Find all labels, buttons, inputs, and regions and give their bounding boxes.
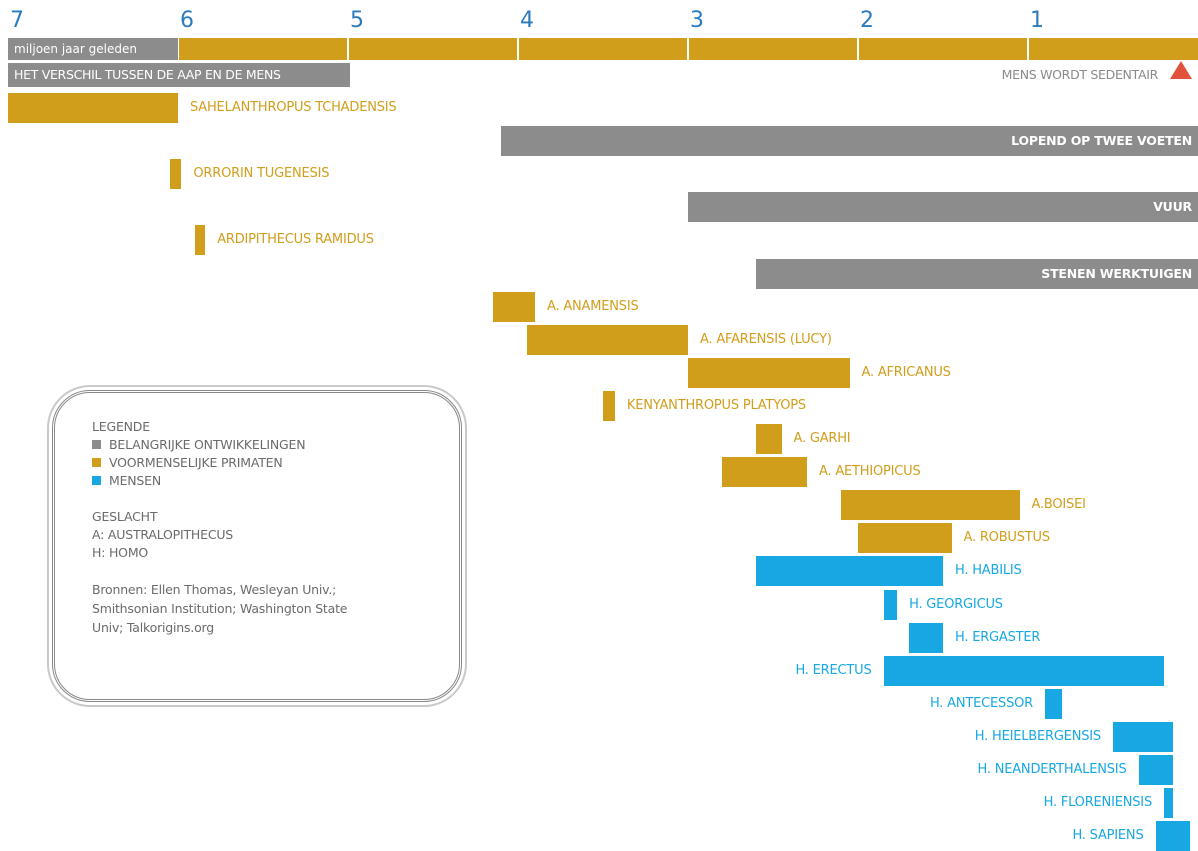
legend-item-label: MENSEN <box>109 473 162 488</box>
timeline-bar <box>501 126 1198 156</box>
timeline-bar <box>8 93 178 123</box>
timeline-bar-label: A.BOISEI <box>1031 497 1086 512</box>
timeline-bar <box>756 556 943 586</box>
timeline-bar <box>756 424 782 454</box>
timeline-bar <box>756 259 1198 289</box>
timeline-bar-label: H. SAPIENS <box>1072 828 1144 843</box>
timeline-bar-label: KENYANTHROPUS PLATYOPS <box>626 398 806 413</box>
genus-h: H: HOMO <box>92 545 149 560</box>
timeline-bar-label: ORRORIN TUGENESIS <box>193 166 330 181</box>
axis-tick-label: 3 <box>690 8 704 33</box>
axis-separator <box>857 38 859 60</box>
timeline-bar <box>603 391 615 421</box>
legend-item-human: MENSEN <box>92 472 347 490</box>
timeline-bar-label: STENEN WERKTUIGEN <box>1041 266 1192 281</box>
axis-separator <box>517 38 519 60</box>
timeline-bar <box>1164 788 1173 818</box>
timeline-bar-label: H. HEIELBERGENSIS <box>974 729 1101 744</box>
timeline-bar <box>909 623 943 653</box>
legend: LEGENDE BELANGRIJKE ONTWIKKELINGEN VOORM… <box>92 418 347 637</box>
sedentary-label: MENS WORDT SEDENTAIR <box>1001 67 1159 82</box>
timeline-bar-label: SAHELANTHROPUS TCHADENSIS <box>190 100 397 115</box>
sources-line-2: Smithsonian Institution; Washington Stat… <box>92 601 348 616</box>
timeline-bar-label: A. AETHIOPICUS <box>819 464 921 479</box>
sources-line-3: Univ; Talkorigins.org <box>92 620 214 635</box>
timeline-bar-label: A. ANAMENSIS <box>547 299 639 314</box>
genus-title: GESLACHT <box>92 509 158 524</box>
sedentary-marker-icon <box>1170 61 1192 79</box>
axis-separator <box>1027 38 1029 60</box>
timeline-bar <box>883 590 898 620</box>
timeline-bar-label: A. GARHI <box>793 431 851 446</box>
legend-swatch-prehuman <box>92 458 101 467</box>
timeline-bar <box>883 656 1164 686</box>
timeline-bar <box>688 358 850 388</box>
timeline-bar-label: H. ANTECESSOR <box>929 696 1033 711</box>
timeline-bar <box>492 292 535 322</box>
axis-separator <box>177 38 179 60</box>
legend-title: LEGENDE <box>92 419 150 434</box>
timeline-bar <box>841 490 1020 520</box>
timeline-bar-label: H. FLORENIENSIS <box>1043 795 1153 810</box>
timeline-bar-label: LOPEND OP TWEE VOETEN <box>1011 133 1192 148</box>
legend-frame <box>47 385 467 707</box>
timeline-axis-bar <box>8 38 1198 60</box>
timeline-bar <box>195 225 206 255</box>
legend-swatch-development <box>92 440 101 449</box>
legend-item-prehuman: VOORMENSELIJKE PRIMATEN <box>92 454 347 472</box>
legend-swatch-human <box>92 476 101 485</box>
timeline-chart: 7 6 5 4 3 2 1 miljoen jaar geleden HET VERSCHI… <box>8 8 1198 851</box>
timeline-bar-label: A. AFRICANUS <box>861 365 951 380</box>
timeline-bar-label: A. ROBUSTUS <box>963 530 1051 545</box>
axis-separator <box>687 38 689 60</box>
timeline-bar-label: H. ERGASTER <box>955 630 1041 645</box>
axis-separator <box>347 38 349 60</box>
axis-tick-label: 2 <box>860 8 874 33</box>
timeline-bar <box>858 523 952 553</box>
timeline-bar-label: H. GEORGICUS <box>909 597 1003 612</box>
axis-tick-label: 6 <box>180 8 194 33</box>
genus-a: A: AUSTRALOPITHECUS <box>92 527 234 542</box>
legend-item-development: BELANGRIJKE ONTWIKKELINGEN <box>92 436 347 454</box>
timeline-bar <box>722 457 807 487</box>
axis-tick-label: 1 <box>1030 8 1044 33</box>
chart-subtitle: HET VERSCHIL TUSSEN DE AAP EN DE MENS <box>8 63 350 87</box>
axis-unit-label: miljoen jaar geleden <box>8 38 178 60</box>
timeline-bar-label: H. ERECTUS <box>795 663 872 678</box>
timeline-bar-label: VUUR <box>1153 199 1192 214</box>
timeline-bar <box>1113 722 1173 752</box>
legend-item-label: VOORMENSELIJKE PRIMATEN <box>109 455 283 470</box>
axis-tick-label: 5 <box>350 8 364 33</box>
axis-tick-label: 7 <box>10 8 24 33</box>
timeline-bar <box>1138 755 1173 785</box>
timeline-bar-label: H. HABILIS <box>955 563 1022 578</box>
axis-tick-label: 4 <box>520 8 534 33</box>
timeline-bar <box>169 159 182 189</box>
timeline-bar <box>1045 689 1062 719</box>
timeline-bar-label: H. NEANDERTHALENSIS <box>977 762 1127 777</box>
timeline-bar <box>688 192 1198 222</box>
timeline-bar <box>526 325 688 355</box>
sources-line-1: Bronnen: Ellen Thomas, Wesleyan Univ.; <box>92 582 337 597</box>
timeline-bar-label: A. AFARENSIS (LUCY) <box>700 332 832 347</box>
timeline-bar-label: ARDIPITHECUS RAMIDUS <box>217 232 374 247</box>
timeline-bar <box>1155 821 1190 851</box>
legend-item-label: BELANGRIJKE ONTWIKKELINGEN <box>109 437 306 452</box>
